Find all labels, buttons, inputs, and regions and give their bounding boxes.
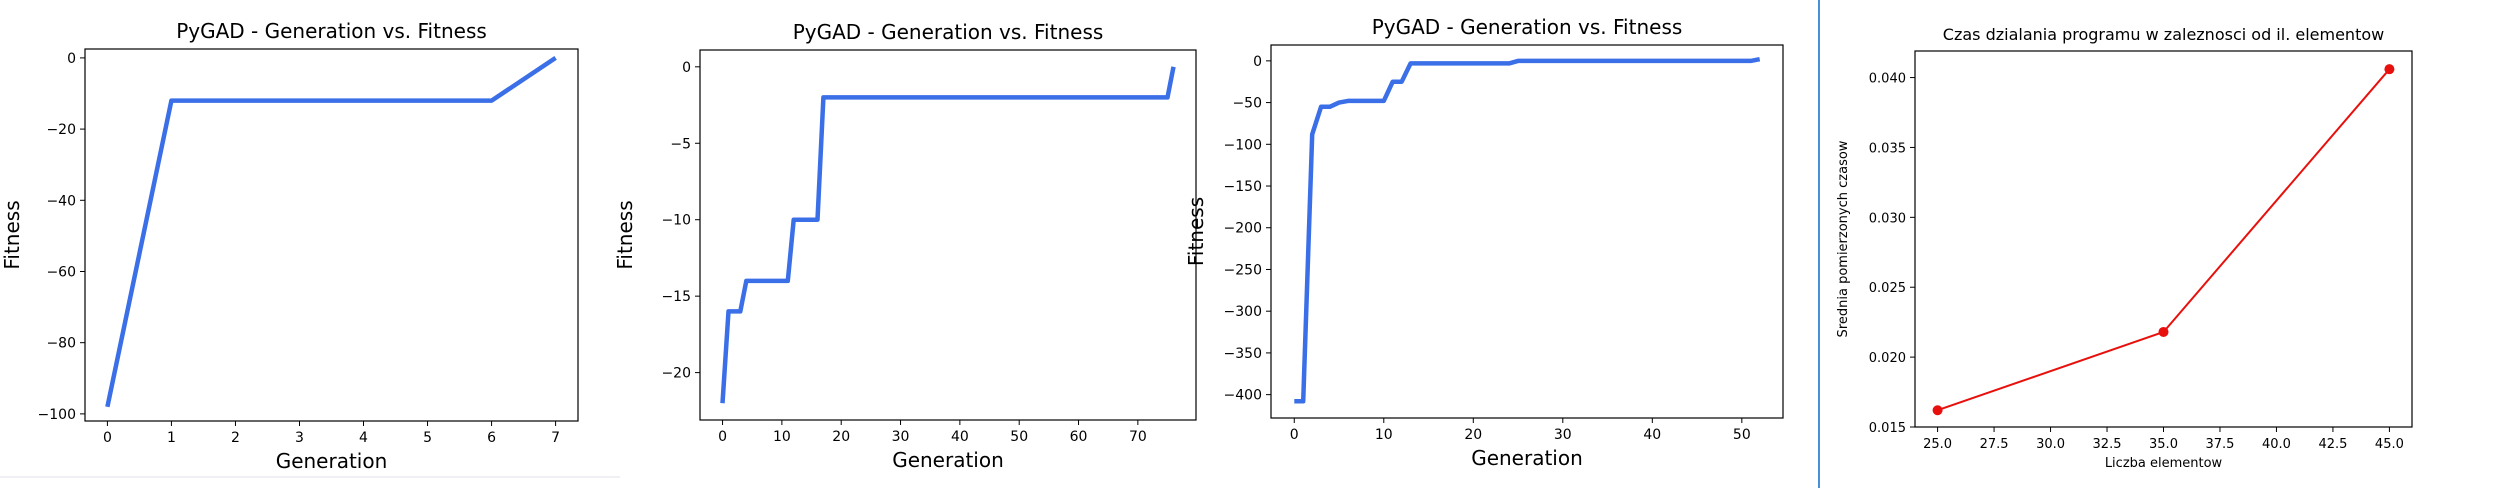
series-line <box>105 56 557 408</box>
x-tick-label: 0 <box>718 429 727 445</box>
series-line <box>720 66 1176 404</box>
x-tick-label: 37.5 <box>2206 437 2235 452</box>
y-tick-label: −100 <box>1224 137 1262 153</box>
y-tick-label: 0.025 <box>1869 281 1906 296</box>
y-tick-label: −10 <box>661 213 691 229</box>
x-tick-label: 7 <box>551 430 560 446</box>
y-tick-label: −250 <box>1224 262 1262 278</box>
x-tick-label: 3 <box>295 430 304 446</box>
x-tick-label: 40.0 <box>2262 437 2291 452</box>
plot-frame <box>699 49 1197 421</box>
x-tick-label: 70 <box>1129 429 1147 445</box>
y-tick-label: −400 <box>1224 388 1262 404</box>
x-axis-label: Generation <box>892 448 1004 472</box>
x-tick-label: 50 <box>1733 427 1751 443</box>
x-tick-label: 5 <box>423 430 432 446</box>
x-tick-label: 0 <box>103 430 112 446</box>
y-tick-label: −80 <box>46 336 76 352</box>
y-tick-label: −200 <box>1224 221 1262 237</box>
y-tick-label: −300 <box>1224 304 1262 320</box>
x-tick-label: 20 <box>832 429 850 445</box>
y-tick-label: −20 <box>46 122 76 138</box>
scroll-edge <box>0 476 620 478</box>
x-tick-label: 60 <box>1070 429 1088 445</box>
y-tick-label: 0 <box>1253 54 1262 70</box>
y-tick-label: 0.020 <box>1869 351 1906 366</box>
series-line <box>1937 68 2391 412</box>
y-tick-label: −5 <box>670 136 691 152</box>
chart-3: PyGAD - Generation vs. Fitness 0 10 20 30 40 5… <box>1184 15 1784 470</box>
x-tick-label: 32.5 <box>2093 437 2122 452</box>
y-axis-label: Fitness <box>1184 197 1208 266</box>
y-tick-label: −100 <box>38 407 76 423</box>
x-axis-label: Generation <box>1471 446 1583 470</box>
series-line <box>1294 56 1761 404</box>
x-tick-label: 40 <box>1643 427 1661 443</box>
y-tick-label: 0.015 <box>1869 421 1906 436</box>
y-tick-label: −150 <box>1224 179 1262 195</box>
x-tick-label: 6 <box>487 430 496 446</box>
x-tick-label: 4 <box>359 430 368 446</box>
x-tick-label: 40 <box>951 429 969 445</box>
y-tick-label: −40 <box>46 193 76 209</box>
y-tick-label: −20 <box>661 366 691 382</box>
x-tick-label: 25.0 <box>1923 437 1952 452</box>
y-tick-label: 0.040 <box>1869 72 1906 87</box>
chart-4: Czas dzialania programu w zaleznosci od … <box>1836 25 2413 471</box>
data-point <box>2158 326 2169 337</box>
y-tick-label: −50 <box>1232 96 1262 112</box>
x-tick-label: 0 <box>1290 427 1299 443</box>
chart-title: PyGAD - Generation vs. Fitness <box>176 19 487 43</box>
chart-title: Czas dzialania programu w zaleznosci od … <box>1943 25 2384 44</box>
y-tick-label: 0 <box>67 51 76 67</box>
x-tick-label: 1 <box>167 430 176 446</box>
data-point <box>2384 64 2395 75</box>
chart-1: PyGAD - Generation vs. Fitness 0 1 2 3 4 5 6 7 0 −… <box>0 19 579 473</box>
x-axis-label: Liczba elementow <box>2105 456 2223 471</box>
x-tick-label: 20 <box>1464 427 1482 443</box>
x-tick-label: 10 <box>773 429 791 445</box>
y-tick-label: 0 <box>682 60 691 76</box>
chart-title: PyGAD - Generation vs. Fitness <box>793 20 1104 44</box>
y-axis-label: Srednia pomierzonych czasow <box>1836 140 1851 337</box>
y-tick-label: −350 <box>1224 346 1262 362</box>
y-axis-label: Fitness <box>0 200 24 269</box>
data-point <box>1932 405 1943 416</box>
x-tick-label: 30 <box>892 429 910 445</box>
y-tick-label: 0.030 <box>1869 211 1906 226</box>
x-tick-label: 35.0 <box>2149 437 2178 452</box>
x-tick-label: 42.5 <box>2318 437 2347 452</box>
x-tick-label: 50 <box>1010 429 1028 445</box>
plot-frame <box>84 48 579 422</box>
plot-frame <box>1914 50 2413 428</box>
chart-2: PyGAD - Generation vs. Fitness 0 10 20 30 40 5… <box>613 20 1197 472</box>
y-tick-label: −15 <box>661 289 691 305</box>
plot-frame <box>1270 44 1784 419</box>
y-tick-label: −60 <box>46 264 76 280</box>
chart-title: PyGAD - Generation vs. Fitness <box>1372 15 1683 39</box>
x-tick-label: 2 <box>231 430 240 446</box>
x-tick-label: 30.0 <box>2036 437 2065 452</box>
y-axis-label: Fitness <box>613 200 637 269</box>
x-axis-label: Generation <box>276 449 388 473</box>
panel-divider <box>1818 0 1820 488</box>
y-tick-label: 0.035 <box>1869 141 1906 156</box>
x-tick-label: 10 <box>1375 427 1393 443</box>
x-tick-label: 30 <box>1554 427 1572 443</box>
x-tick-label: 27.5 <box>1980 437 2009 452</box>
x-tick-label: 45.0 <box>2375 437 2404 452</box>
